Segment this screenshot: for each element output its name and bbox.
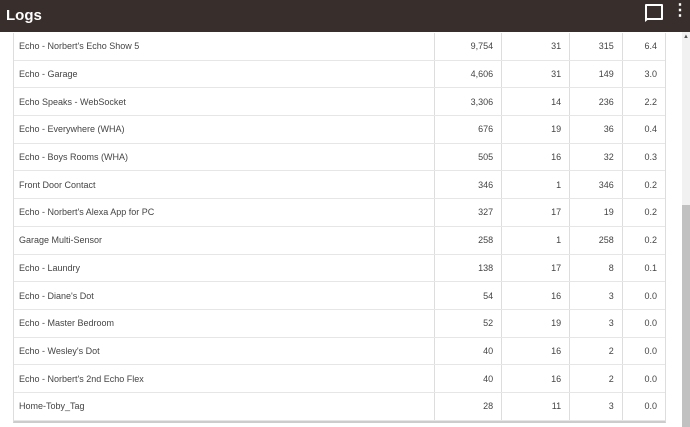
chat-bubble-icon[interactable] [645,4,663,22]
table-row: Echo - Diane's Dot 54 16 3 0.0 [14,281,665,310]
table-row: Echo - Master Bedroom 52 19 3 0.0 [14,309,665,338]
event-count: 40 [433,337,502,366]
percent: 3.0 [621,60,665,89]
scroll-up-arrow-icon[interactable]: ▲ [683,34,689,40]
table-row: Echo - Norbert's Alexa App for PC 327 17 19… [14,198,665,227]
device-name: Echo Speaks - WebSocket [14,87,435,117]
table-row: Home-Toby_Tag 28 11 3 0.0 [14,392,665,421]
table-row: Echo - Garage 4,606 31 149 3.0 [14,60,665,89]
device-name: Echo - Laundry [14,254,435,283]
events-per-state: 3 [569,392,623,421]
percent: 0.1 [621,254,665,283]
device-name: Echo - Master Bedroom [14,309,435,338]
state-count: 19 [501,309,570,338]
table-row: Echo - Wesley's Dot 40 16 2 0.0 [14,337,665,366]
percent: 0.0 [621,364,665,393]
table-row: Echo Speaks - WebSocket 3,306 14 236 2.2 [14,87,665,117]
state-count: 19 [501,115,570,144]
event-count: 327 [433,198,502,227]
table-row: Echo - Boys Rooms (WHA) 505 16 32 0.3 [14,143,665,172]
device-name: Echo - Diane's Dot [14,281,435,310]
percent: 0.2 [621,198,665,227]
events-per-state: 258 [569,226,623,255]
device-stats-table: Echo - Norbert's Echo Show 5 9,754 31 315 6.… [13,33,666,423]
event-count: 505 [433,143,502,172]
percent: 0.2 [621,226,665,255]
event-count: 346 [433,170,502,200]
table-row: Echo - Laundry 138 17 8 0.1 [14,254,665,283]
device-name: Echo - Everywhere (WHA) [14,115,435,144]
events-per-state: 19 [569,198,623,227]
scrollbar-thumb[interactable] [682,205,690,427]
events-per-state: 315 [569,33,623,61]
percent: 2.2 [621,87,665,117]
events-per-state: 36 [569,115,623,144]
table-row: Front Door Contact 346 1 346 0.2 [14,170,665,200]
events-per-state: 346 [569,170,623,200]
state-count: 31 [501,33,570,61]
percent: 0.0 [621,337,665,366]
event-count: 40 [433,364,502,393]
state-count: 31 [501,60,570,89]
state-count: 16 [501,281,570,310]
percent: 0.2 [621,170,665,200]
event-count: 138 [433,254,502,283]
percent: 6.4 [621,33,665,61]
events-per-state: 2 [569,364,623,393]
state-count: 16 [501,364,570,393]
events-per-state: 3 [569,281,623,310]
table-row: Echo - Norbert's Echo Show 5 9,754 31 315 6.… [14,33,665,61]
events-per-state: 2 [569,337,623,366]
device-name: Echo - Wesley's Dot [14,337,435,366]
event-count: 54 [433,281,502,310]
events-per-state: 149 [569,60,623,89]
percent: 0.3 [621,143,665,172]
device-name: Front Door Contact [14,170,435,200]
state-count: 16 [501,143,570,172]
device-name: Garage Multi-Sensor [14,226,435,255]
event-count: 52 [433,309,502,338]
table-row: Echo - Norbert's 2nd Echo Flex 40 16 2 0.0 [14,364,665,393]
state-count: 16 [501,337,570,366]
percent: 0.0 [621,281,665,310]
state-count: 17 [501,254,570,283]
device-name: Echo - Garage [14,60,435,89]
event-count: 3,306 [433,87,502,117]
events-per-state: 3 [569,309,623,338]
table-row: Garage Multi-Sensor 258 1 258 0.2 [14,226,665,255]
event-count: 4,606 [433,60,502,89]
state-count: 14 [501,87,570,117]
event-count: 9,754 [433,33,502,61]
device-name: Echo - Norbert's 2nd Echo Flex [14,364,435,393]
percent: 0.0 [621,392,665,421]
more-vert-icon[interactable]: ⋮ [672,2,688,19]
percent: 0.0 [621,309,665,338]
events-per-state: 32 [569,143,623,172]
state-count: 1 [501,226,570,255]
event-count: 28 [433,392,502,421]
table-row: Echo - Everywhere (WHA) 676 19 36 0.4 [14,115,665,144]
device-name: Home-Toby_Tag [14,392,435,421]
events-per-state: 8 [569,254,623,283]
device-name: Echo - Norbert's Alexa App for PC [14,198,435,227]
percent: 0.4 [621,115,665,144]
event-count: 676 [433,115,502,144]
scrollbar[interactable]: ▲ [682,32,690,427]
device-name: Echo - Boys Rooms (WHA) [14,143,435,172]
state-count: 1 [501,170,570,200]
event-count: 258 [433,226,502,255]
device-name: Echo - Norbert's Echo Show 5 [14,33,435,61]
app-header: Logs ⋮ [0,0,690,32]
state-count: 17 [501,198,570,227]
page-title: Logs [6,7,42,24]
events-per-state: 236 [569,87,623,117]
state-count: 11 [501,392,570,421]
